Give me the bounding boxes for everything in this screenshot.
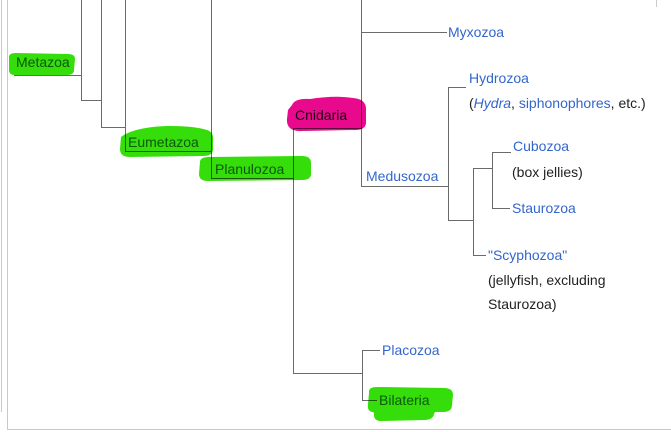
label-placozoa[interactable]: Placozoa bbox=[382, 342, 440, 358]
branch-placozoa bbox=[362, 350, 380, 351]
underline-medusozoa bbox=[361, 186, 449, 187]
note-hydrozoa: (Hydra, siphonophores, etc.) bbox=[469, 96, 646, 111]
branch-cubozoa bbox=[492, 152, 511, 153]
clade-line-cubozoa-staurozoa bbox=[492, 152, 493, 209]
label-metazoa[interactable]: Metazoa bbox=[16, 54, 70, 70]
clade-line-eumetazoa-children bbox=[211, 0, 212, 179]
clade-line-cnidaria-children bbox=[361, 0, 362, 186]
label-medusozoa[interactable]: Medusozoa bbox=[366, 168, 439, 184]
branch-inner-node bbox=[101, 127, 126, 128]
branch-scyphozoa bbox=[473, 255, 486, 256]
underline-planulozoa bbox=[211, 178, 294, 179]
page-border-top-right bbox=[656, 0, 657, 7]
label-myxozoa[interactable]: Myxozoa bbox=[448, 24, 505, 40]
label-hydrozoa[interactable]: Hydrozoa bbox=[469, 70, 529, 86]
link-hydra[interactable]: Hydra bbox=[473, 95, 512, 111]
branch-bilateria bbox=[362, 400, 377, 401]
clade-line-metazoa-children bbox=[81, 0, 82, 101]
underline-eumetazoa bbox=[125, 151, 212, 152]
branch-staurozoa bbox=[492, 208, 510, 209]
note-hydrozoa-close: , etc.) bbox=[610, 95, 646, 111]
label-staurozoa[interactable]: Staurozoa bbox=[512, 200, 576, 216]
clade-line-inner-2 bbox=[125, 0, 126, 152]
branch-placozoa-clade bbox=[293, 373, 363, 374]
clade-line-medusozoa-children bbox=[448, 87, 449, 221]
branch-myxozoa bbox=[361, 32, 447, 33]
label-scyphozoa[interactable]: "Scyphozoa" bbox=[488, 247, 568, 263]
label-bilateria[interactable]: Bilateria bbox=[379, 392, 430, 408]
label-eumetazoa[interactable]: Eumetazoa bbox=[128, 134, 199, 150]
label-cnidaria: Cnidaria bbox=[295, 107, 348, 123]
page-border-left-outer bbox=[1, 0, 2, 412]
note-scyphozoa-line2: Staurozoa) bbox=[488, 296, 557, 312]
underline-cnidaria bbox=[293, 128, 362, 129]
branch-metazoa-node bbox=[81, 100, 102, 101]
underline-metazoa bbox=[14, 75, 81, 76]
branch-hydrozoa bbox=[448, 87, 466, 88]
clade-line-planulozoa-children bbox=[293, 128, 294, 374]
note-scyphozoa-line1: (jellyfish, excluding bbox=[488, 272, 606, 288]
link-siphonophores[interactable]: siphonophores bbox=[518, 95, 611, 111]
page-border-left-inner bbox=[7, 0, 8, 429]
label-planulozoa[interactable]: Planulozoa bbox=[215, 161, 285, 177]
note-cubozoa: (box jellies) bbox=[512, 164, 583, 180]
clade-line-scyphozoa-group bbox=[473, 168, 474, 256]
note-hydrozoa-open: ( bbox=[469, 95, 474, 111]
clade-line-inner-1 bbox=[101, 0, 102, 128]
branch-cubozoa-clade bbox=[473, 168, 493, 169]
clade-line-placozoa-bilateria bbox=[362, 350, 363, 401]
branch-medusozoa-inner bbox=[448, 220, 474, 221]
note-hydrozoa-sep: , bbox=[511, 95, 519, 111]
label-cubozoa[interactable]: Cubozoa bbox=[513, 138, 570, 154]
page-border-bottom bbox=[7, 429, 671, 430]
